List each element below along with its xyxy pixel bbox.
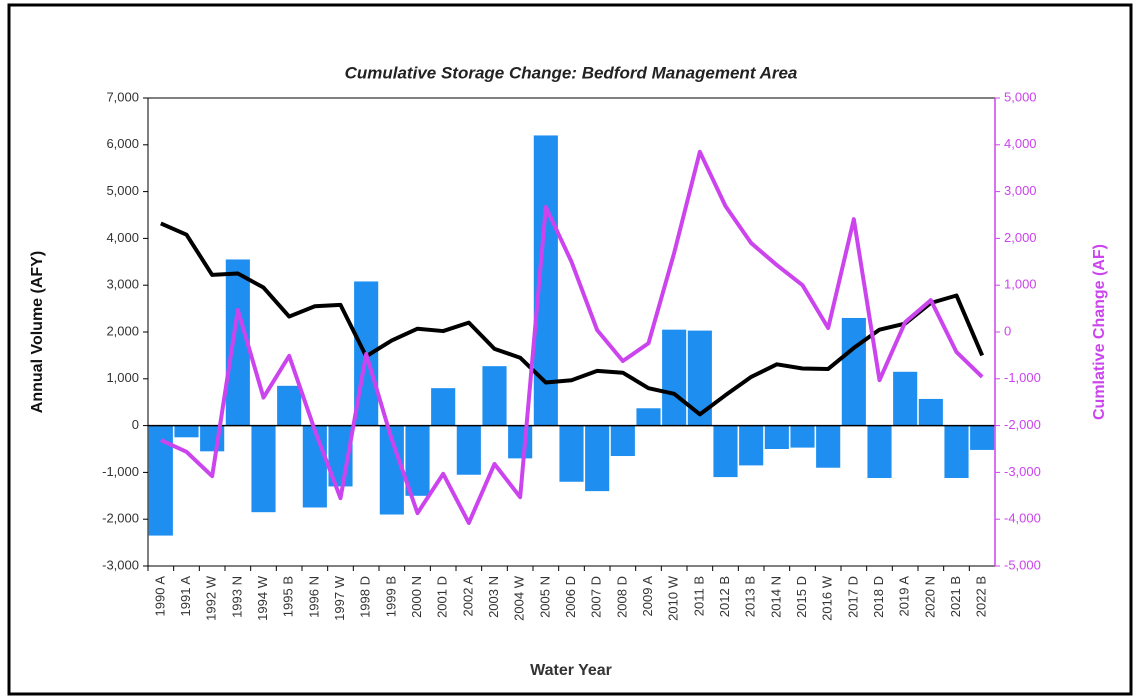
x-tick-label: 2014 N: [768, 576, 783, 618]
y-axis-title: Annual Volume (AFY): [29, 251, 46, 413]
x-tick-label: 1998 D: [358, 576, 373, 618]
x-tick-label: 2008 D: [614, 576, 629, 618]
bar: [841, 317, 866, 426]
bar: [893, 371, 918, 426]
y2-tick-label: -1,000: [1004, 370, 1041, 385]
bar: [585, 425, 610, 492]
y2-tick-label: -5,000: [1004, 557, 1041, 572]
bar: [918, 398, 943, 426]
bar: [867, 425, 892, 479]
x-tick-label: 2001 D: [435, 576, 450, 618]
y-tick-label: 1,000: [106, 370, 139, 385]
x-tick-label: 1999 B: [383, 576, 398, 617]
bar: [456, 425, 481, 475]
x-axis-title: Water Year: [530, 662, 612, 679]
y-tick-label: 2,000: [106, 323, 139, 338]
line: [160, 149, 984, 525]
x-tick-label: 2002 A: [460, 576, 475, 617]
x-tick-label: 2013 B: [743, 576, 758, 617]
bar: [482, 366, 507, 426]
y-tick-label: -1,000: [102, 464, 139, 479]
x-tick-label: 2003 N: [486, 576, 501, 618]
bar: [251, 425, 276, 513]
x-tick-label: 2009 A: [640, 576, 655, 617]
bar: [277, 385, 302, 426]
line: [160, 221, 985, 417]
x-tick-label: 2019 A: [897, 576, 912, 617]
y2-tick-label: -4,000: [1004, 511, 1041, 526]
y-tick-label: -3,000: [102, 557, 139, 572]
x-tick-label: 2018 D: [871, 576, 886, 618]
x-tick-label: 2022 B: [974, 576, 989, 617]
y2-tick-label: 0: [1004, 323, 1011, 338]
bar: [559, 425, 584, 482]
y2-tick-label: 3,000: [1004, 183, 1037, 198]
bar: [944, 425, 969, 479]
bar: [662, 329, 687, 426]
x-tick-label: 1991 A: [178, 576, 193, 617]
x-tick-label: 1996 N: [306, 576, 321, 618]
bar: [174, 425, 199, 438]
x-tick-label: 2011 B: [691, 576, 706, 616]
bar: [431, 388, 456, 426]
y2-tick-label: -3,000: [1004, 464, 1041, 479]
bar: [739, 425, 764, 466]
y2-tick-label: 2,000: [1004, 230, 1037, 245]
bar: [790, 425, 815, 448]
x-tick-label: 2021 B: [948, 576, 963, 617]
x-tick-label: 2007 D: [589, 576, 604, 618]
x-tick-label: 2010 W: [666, 575, 681, 621]
y-tick-label: 7,000: [106, 89, 139, 104]
x-tick-label: 2005 N: [537, 576, 552, 618]
bar: [508, 425, 533, 459]
bar: [302, 425, 327, 508]
y-tick-label: 3,000: [106, 277, 139, 292]
x-tick-label: 1994 W: [255, 575, 270, 621]
y-tick-label: 4,000: [106, 230, 139, 245]
chart-title: Cumulative Storage Change: Bedford Manag…: [345, 63, 798, 82]
bar: [687, 330, 712, 426]
y2-tick-label: 4,000: [1004, 136, 1037, 151]
y-tick-label: 5,000: [106, 183, 139, 198]
x-tick-label: 1993 N: [229, 576, 244, 618]
bar: [713, 425, 738, 478]
frame: [7, 3, 1133, 696]
y2-tick-label: 5,000: [1004, 89, 1037, 104]
x-tick-label: 1992 W: [204, 575, 219, 621]
y2-axis-title: Cumlative Change (AF): [1091, 244, 1108, 420]
y2-tick-label: -2,000: [1004, 417, 1041, 432]
y-tick-label: 0: [132, 417, 139, 432]
bar: [970, 425, 995, 450]
bar: [636, 408, 661, 426]
x-tick-label: 1990 A: [152, 576, 167, 617]
x-tick-label: 2015 D: [794, 576, 809, 618]
x-tick-label: 2016 W: [820, 575, 835, 621]
x-tick-label: 1997 W: [332, 575, 347, 621]
x-tick-label: 2000 N: [409, 576, 424, 618]
x-tick-label: 2017 D: [845, 576, 860, 618]
x-tick-label: 1995 B: [281, 576, 296, 617]
bar: [816, 425, 841, 468]
y-tick-label: 6,000: [106, 136, 139, 151]
x-tick-label: 2012 B: [717, 576, 732, 617]
x-tick-label: 2020 N: [922, 576, 937, 618]
y2-tick-label: 1,000: [1004, 277, 1037, 292]
bar: [610, 425, 635, 457]
y-tick-label: -2,000: [102, 511, 139, 526]
x-tick-label: 2004 W: [512, 575, 527, 621]
x-tick-label: 2006 D: [563, 576, 578, 618]
bar: [764, 425, 789, 449]
